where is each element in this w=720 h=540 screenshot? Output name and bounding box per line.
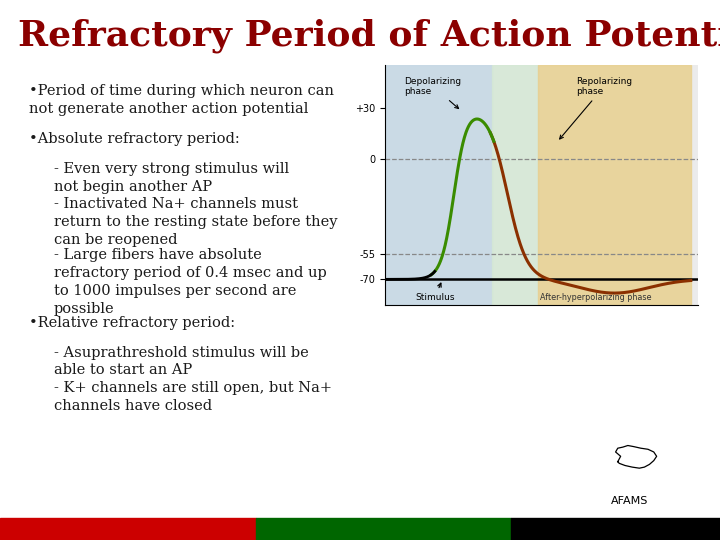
Text: - Even very strong stimulus will
not begin another AP: - Even very strong stimulus will not beg… <box>54 162 289 194</box>
Bar <box>0 518 256 540</box>
Text: Repolarizing
phase: Repolarizing phase <box>559 77 632 139</box>
Text: - Asuprathreshold stimulus will be
able to start an AP: - Asuprathreshold stimulus will be able … <box>54 346 309 377</box>
Text: - Inactivated Na+ channels must
return to the resting state before they
can be r: - Inactivated Na+ channels must return t… <box>54 197 338 247</box>
Bar <box>511 518 720 540</box>
Text: Stimulus: Stimulus <box>415 283 454 302</box>
Bar <box>538 65 690 305</box>
Bar <box>256 518 511 540</box>
Text: Depolarizing
phase: Depolarizing phase <box>405 77 462 109</box>
Text: - Large fibers have absolute
refractory period of 0.4 msec and up
to 1000 impuls: - Large fibers have absolute refractory … <box>54 248 327 316</box>
Text: - K+ channels are still open, but Na+
channels have closed: - K+ channels are still open, but Na+ ch… <box>54 381 332 413</box>
Text: •Absolute refractory period:: •Absolute refractory period: <box>29 132 240 146</box>
Bar <box>492 65 538 305</box>
Text: After-hyperpolarizing phase: After-hyperpolarizing phase <box>539 293 651 302</box>
Text: Refractory Period of Action Potential: Refractory Period of Action Potential <box>18 19 720 53</box>
Text: •Relative refractory period:: •Relative refractory period: <box>29 316 235 330</box>
Text: •Period of time during which neuron can
not generate another action potential: •Period of time during which neuron can … <box>29 84 334 116</box>
Text: AFAMS: AFAMS <box>611 496 649 506</box>
Bar <box>385 65 492 305</box>
